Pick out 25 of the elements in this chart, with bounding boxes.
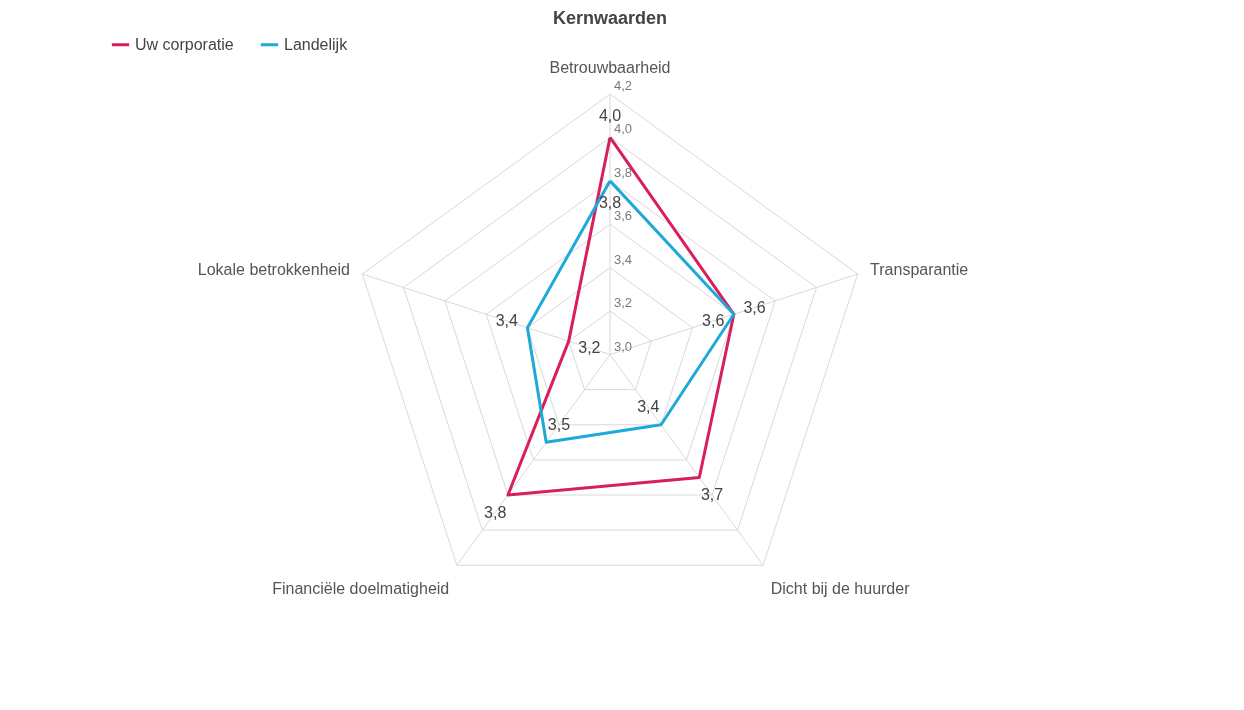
data-label: 3,5 bbox=[547, 415, 571, 433]
y-tick-label: 3,6 bbox=[614, 208, 633, 224]
spoke-label: Financiële doelmatigheid bbox=[272, 579, 450, 597]
data-label: 3,6 bbox=[702, 312, 725, 329]
spoke-label: Transparantie bbox=[870, 261, 969, 279]
chart-title: Kernwaarden bbox=[552, 8, 668, 28]
legend-label: Landelijk bbox=[284, 35, 349, 53]
data-label: 3,7 bbox=[700, 486, 724, 504]
spoke-label: Lokale betrokkenheid bbox=[197, 261, 350, 279]
data-label: 3,6 bbox=[743, 298, 766, 316]
data-label: 3,8 bbox=[598, 193, 622, 211]
data-label: 3,4 bbox=[495, 312, 518, 329]
data-label: 3,4 bbox=[637, 398, 660, 416]
y-tick-label: 3,4 bbox=[614, 251, 633, 267]
data-label: 3,2 bbox=[578, 338, 601, 356]
y-tick-label: 4,2 bbox=[614, 78, 633, 94]
y-tick-label: 3,8 bbox=[614, 164, 633, 180]
y-tick-label: 3,0 bbox=[614, 338, 633, 354]
legend-label: Uw corporatie bbox=[135, 35, 234, 53]
y-tick-label: 4,0 bbox=[614, 121, 633, 137]
data-label: 4,0 bbox=[598, 106, 622, 124]
data-label: 3,8 bbox=[484, 503, 507, 521]
spoke-label: Betrouwbaarheid bbox=[549, 59, 671, 77]
spoke-label: Dicht bij de huurder bbox=[770, 579, 911, 597]
y-tick-label: 3,2 bbox=[614, 295, 633, 311]
